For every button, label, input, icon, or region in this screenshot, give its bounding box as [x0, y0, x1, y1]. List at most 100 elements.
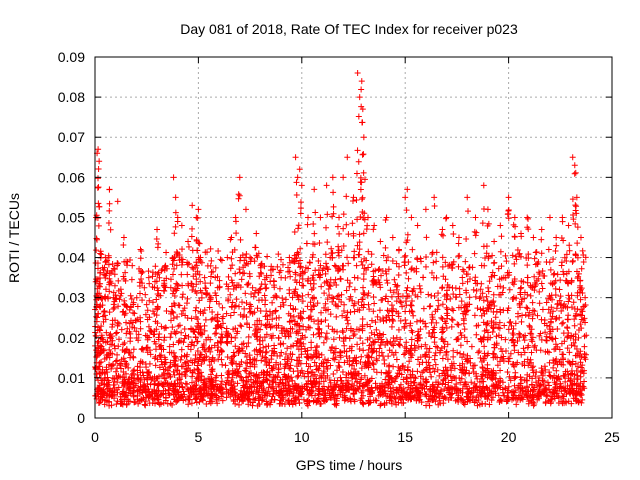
data-point	[413, 268, 420, 275]
data-point	[351, 354, 358, 361]
data-point	[350, 302, 357, 309]
data-point	[130, 309, 137, 316]
data-point	[409, 388, 416, 395]
data-point	[128, 295, 135, 302]
data-point	[233, 330, 240, 337]
data-point	[537, 382, 544, 389]
data-point	[278, 349, 285, 356]
data-point	[505, 305, 512, 312]
data-point	[309, 354, 316, 361]
data-point	[171, 372, 178, 379]
data-point	[442, 259, 449, 266]
data-point	[137, 246, 144, 253]
data-point	[377, 334, 384, 341]
data-point	[158, 342, 165, 349]
data-point	[333, 381, 340, 388]
data-point	[201, 322, 208, 329]
data-point	[457, 342, 464, 349]
data-point	[573, 310, 580, 317]
data-point	[389, 316, 396, 323]
data-point	[115, 303, 122, 310]
data-point	[269, 299, 276, 306]
data-point	[347, 309, 354, 316]
data-point	[355, 326, 362, 333]
data-point	[443, 304, 450, 311]
data-point	[548, 393, 555, 400]
data-point	[325, 384, 332, 391]
data-point	[581, 315, 588, 322]
data-point	[468, 379, 475, 386]
data-point	[115, 277, 122, 284]
data-point	[536, 300, 543, 307]
data-point	[361, 255, 368, 262]
data-point	[310, 302, 317, 309]
data-point	[392, 281, 399, 288]
data-point	[350, 194, 357, 201]
data-point	[107, 387, 114, 394]
data-point	[480, 307, 487, 314]
data-point	[179, 384, 186, 391]
data-point	[119, 401, 126, 408]
data-point	[530, 394, 537, 401]
data-point	[344, 277, 351, 284]
data-point	[396, 263, 403, 270]
data-point	[98, 359, 105, 366]
data-point	[209, 354, 216, 361]
data-point	[355, 370, 362, 377]
data-point	[260, 344, 267, 351]
data-point	[266, 308, 273, 315]
data-point	[97, 283, 104, 290]
data-point	[513, 401, 520, 408]
data-point	[97, 327, 104, 334]
data-point	[228, 387, 235, 394]
data-point	[188, 315, 195, 322]
data-point	[169, 324, 176, 331]
data-point	[343, 371, 350, 378]
data-point	[245, 280, 252, 287]
data-point	[153, 312, 160, 319]
data-point	[137, 325, 144, 332]
data-point	[408, 214, 415, 221]
data-point	[576, 284, 583, 291]
data-point	[498, 263, 505, 270]
data-point	[318, 318, 325, 325]
data-point	[214, 318, 221, 325]
data-point	[252, 327, 259, 334]
data-point	[485, 253, 492, 260]
data-point	[261, 385, 268, 392]
data-point	[370, 361, 377, 368]
data-point	[507, 377, 514, 384]
data-point	[147, 381, 154, 388]
data-point	[275, 381, 282, 388]
data-point	[409, 308, 416, 315]
data-point	[444, 293, 451, 300]
data-point	[110, 294, 117, 301]
data-point	[477, 306, 484, 313]
data-point	[437, 390, 444, 397]
data-point	[578, 364, 585, 371]
data-point	[290, 313, 297, 320]
data-point	[514, 246, 521, 253]
data-point	[354, 341, 361, 348]
data-point	[178, 379, 185, 386]
data-point	[257, 262, 264, 269]
data-point	[474, 305, 481, 312]
data-point	[314, 396, 321, 403]
data-point	[578, 306, 585, 313]
data-point	[384, 338, 391, 345]
data-point	[124, 396, 131, 403]
data-point	[149, 390, 156, 397]
data-point	[154, 271, 161, 278]
data-point	[571, 322, 578, 329]
data-point	[207, 280, 214, 287]
data-point	[572, 220, 579, 227]
data-point	[498, 233, 505, 240]
data-point	[188, 233, 195, 240]
data-point	[517, 380, 524, 387]
data-point	[514, 337, 521, 344]
data-point	[538, 226, 545, 233]
data-point	[124, 325, 131, 332]
data-point	[224, 353, 231, 360]
data-point	[253, 230, 260, 237]
data-point	[406, 358, 413, 365]
